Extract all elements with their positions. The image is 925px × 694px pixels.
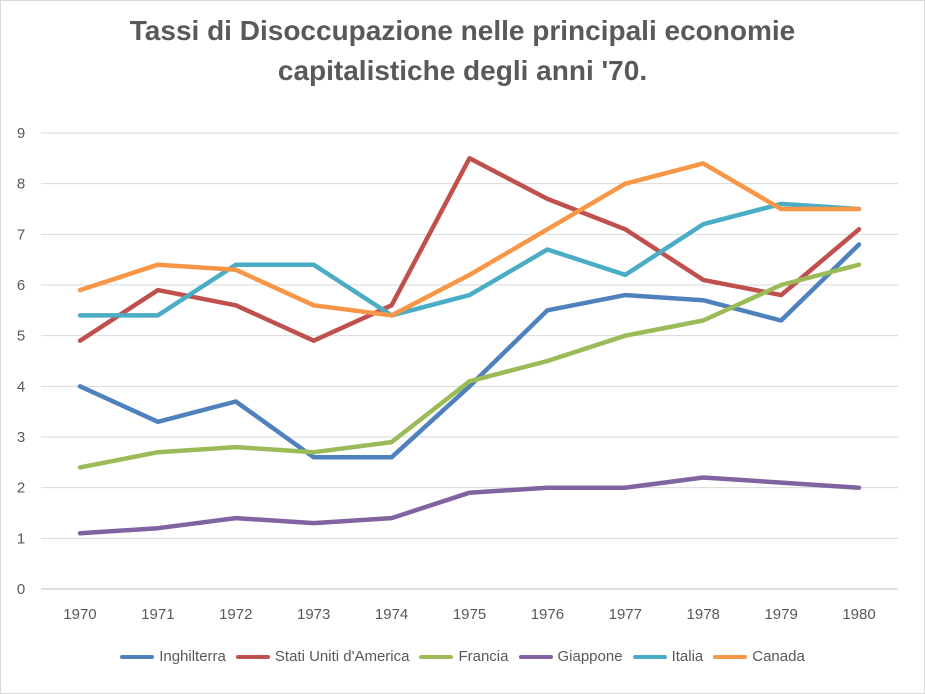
series-line-italia — [77, 201, 862, 318]
y-tick-label: 7 — [17, 226, 25, 243]
legend-swatch — [632, 654, 667, 659]
x-tick-label: 1973 — [297, 606, 330, 623]
y-tick-label: 3 — [17, 429, 25, 446]
x-tick-label: 1979 — [764, 606, 797, 623]
series-line-francia — [77, 262, 862, 470]
x-tick-label: 1975 — [453, 606, 486, 623]
x-tick-label: 1974 — [375, 606, 408, 623]
legend-label: Stati Uniti d'America — [274, 648, 410, 665]
y-tick-label: 5 — [17, 328, 25, 345]
legend-label: Inghilterra — [159, 648, 226, 665]
chart-title-line-1: Tassi di Disoccupazione nelle principali… — [129, 15, 796, 46]
y-tick-label: 2 — [17, 480, 25, 497]
legend-item: Giappone — [518, 648, 623, 665]
series-line-giappone — [77, 475, 862, 536]
y-tick-label: 4 — [17, 378, 25, 395]
legend-swatch — [419, 654, 454, 659]
legend-label: Francia — [458, 648, 509, 665]
legend-swatch — [235, 654, 270, 659]
chart-title-line-2: capitalistiche degli anni '70. — [277, 55, 648, 86]
legend-item: Inghilterra — [120, 648, 226, 665]
chart-legend: Inghilterra Stati Uniti d'America Francia G… — [1, 648, 924, 665]
x-tick-label: 1980 — [842, 606, 875, 623]
legend-item: Francia — [419, 648, 509, 665]
series-line-canada — [77, 161, 862, 318]
x-tick-label: 1971 — [141, 606, 174, 623]
y-tick-label: 9 — [17, 125, 25, 142]
x-tick-label: 1978 — [687, 606, 720, 623]
legend-swatch — [120, 654, 155, 659]
y-tick-label: 0 — [17, 581, 25, 598]
y-tick-label: 8 — [17, 176, 25, 193]
legend-item: Stati Uniti d'America — [235, 648, 410, 665]
series-line-stati-uniti-d-america — [77, 156, 862, 343]
x-tick-label: 1977 — [609, 606, 642, 623]
legend-label: Italia — [671, 648, 704, 665]
legend-label: Giappone — [557, 648, 623, 665]
legend-item: Canada — [713, 648, 805, 665]
legend-swatch — [713, 654, 748, 659]
y-tick-label: 6 — [17, 277, 25, 294]
legend-item: Italia — [632, 648, 704, 665]
x-tick-label: 1972 — [219, 606, 252, 623]
x-tick-label: 1976 — [531, 606, 564, 623]
legend-swatch — [518, 654, 553, 659]
y-tick-label: 1 — [17, 530, 25, 547]
legend-label: Canada — [752, 648, 805, 665]
chart-title: Tassi di Disoccupazione nelle principali… — [1, 11, 924, 91]
x-tick-label: 1970 — [63, 606, 96, 623]
